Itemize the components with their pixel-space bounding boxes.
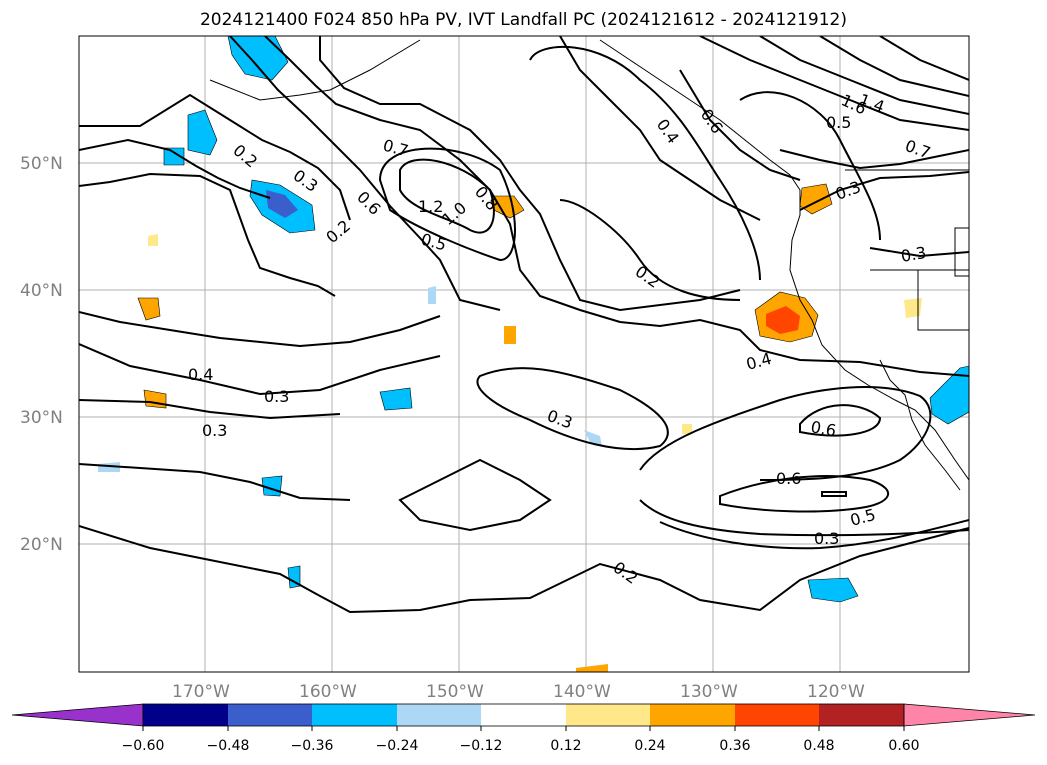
lat-label-40n: 40°N bbox=[20, 281, 63, 301]
blue-blob-10 bbox=[929, 365, 969, 425]
indigo-blob-4 bbox=[266, 190, 298, 218]
contour-label: 0.3 bbox=[202, 421, 227, 440]
colorbar-swatch bbox=[735, 704, 819, 726]
colorbar-tick: 0.48 bbox=[803, 738, 834, 754]
lat-label-30n: 30°N bbox=[20, 408, 63, 428]
colorbar-swatch bbox=[481, 704, 566, 726]
lat-label-20n: 20°N bbox=[20, 535, 63, 555]
colorbar-swatch bbox=[819, 704, 904, 726]
colorbar-swatch bbox=[397, 704, 481, 726]
colorbar-swatch bbox=[143, 704, 228, 726]
contour-label: 1.2 bbox=[418, 197, 443, 216]
colorbar-tick: 0.60 bbox=[888, 738, 919, 754]
map-border bbox=[78, 35, 970, 673]
colorbar-under bbox=[11, 703, 144, 727]
lon-label-150w: 150°W bbox=[426, 682, 484, 702]
blue-blob-5 bbox=[379, 387, 413, 411]
lon-label-140w: 140°W bbox=[553, 682, 611, 702]
lon-label-170w: 170°W bbox=[172, 682, 230, 702]
contour-label: 0.5 bbox=[826, 113, 851, 132]
yellow-blob-3 bbox=[682, 424, 692, 434]
map-title: 2024121400 F024 850 hPa PV, IVT Landfall… bbox=[199, 10, 847, 30]
blue-blob-2 bbox=[187, 109, 218, 156]
orange-blob-4 bbox=[137, 297, 161, 321]
map-panel bbox=[79, 36, 969, 672]
contour-label: 0.6 bbox=[809, 417, 837, 440]
lat-label-50n: 50°N bbox=[20, 154, 63, 174]
blue-blob-9 bbox=[807, 577, 859, 603]
colorbar-tick: −0.48 bbox=[207, 738, 250, 754]
contour-label: 0.4 bbox=[188, 365, 213, 384]
colorbar-tick: −0.24 bbox=[376, 738, 419, 754]
colorbar-tick: 0.24 bbox=[634, 738, 665, 754]
blue-blob-1 bbox=[227, 36, 289, 81]
colorbar-swatch bbox=[650, 704, 735, 726]
colorbar-tick: −0.12 bbox=[460, 738, 503, 754]
colorbar-swatch bbox=[566, 704, 650, 726]
yellow-blob-1 bbox=[148, 234, 158, 246]
colorbar-over bbox=[903, 703, 1036, 727]
blue-blob-12 bbox=[584, 430, 602, 446]
lon-label-130w: 130°W bbox=[680, 682, 738, 702]
colorbar-tick: 0.12 bbox=[550, 738, 581, 754]
blue-blob-3 bbox=[163, 147, 185, 166]
colorbar-tick: −0.36 bbox=[291, 738, 334, 754]
yellow-blob-2 bbox=[504, 326, 516, 344]
pv-contours bbox=[79, 36, 969, 614]
contour-label: 0.3 bbox=[899, 243, 927, 266]
colorbar-tick: −0.60 bbox=[122, 738, 165, 754]
contour-label: 0.6 bbox=[776, 469, 801, 488]
colorbar-outline bbox=[142, 703, 905, 727]
lon-label-120w: 120°W bbox=[807, 682, 865, 702]
orange-blob-6 bbox=[576, 664, 608, 672]
colorbar-tick: 0.36 bbox=[719, 738, 750, 754]
colorbar: −0.60 −0.48 −0.36 −0.24 −0.12 0.12 0.24 … bbox=[11, 703, 1036, 754]
lon-label-160w: 160°W bbox=[299, 682, 357, 702]
contour-label: 0.3 bbox=[264, 387, 289, 406]
blue-blob-11 bbox=[428, 286, 436, 304]
yellow-blob-4 bbox=[904, 298, 922, 318]
red-blob-1 bbox=[766, 306, 800, 334]
colorbar-swatch bbox=[228, 704, 312, 726]
blue-blob-8 bbox=[98, 462, 120, 472]
contour-label: 0.3 bbox=[814, 529, 839, 548]
colorbar-swatch bbox=[312, 704, 397, 726]
